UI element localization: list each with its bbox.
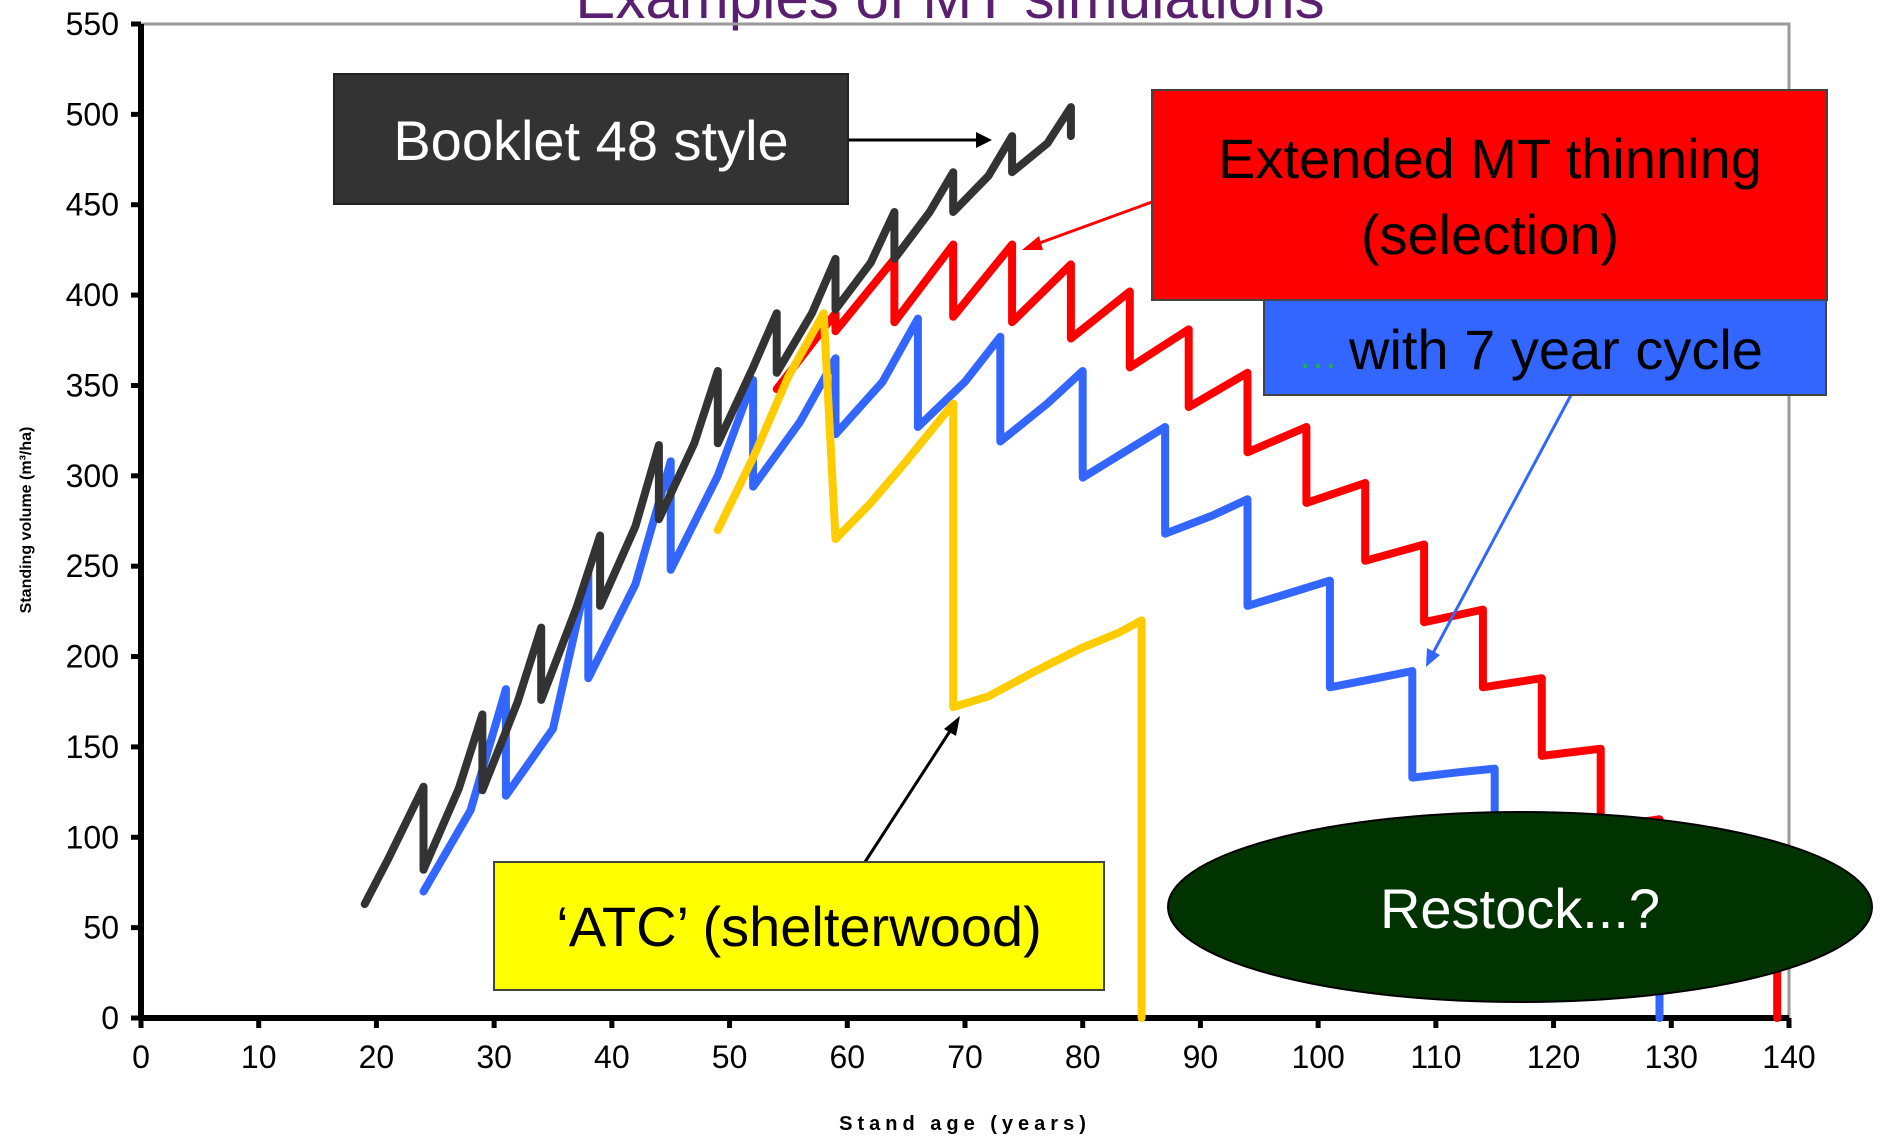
x-tick-label: 100 (1291, 1039, 1344, 1075)
x-tick-label: 20 (359, 1039, 395, 1075)
y-axis-title: Standing volume (m³/ha) (18, 427, 35, 614)
y-tick-label: 250 (66, 548, 119, 584)
series-line-0 (772, 240, 1782, 1022)
axes: 0 10 20 30 40 50 60 70 80 90 100 110 120 130 140 0 50 100… (66, 6, 1816, 1075)
restock-callout: Restock...? (1167, 811, 1873, 1003)
x-axis-title: Stand age (years) (839, 1113, 1091, 1135)
booklet-callout: Booklet 48 style (333, 73, 849, 205)
x-tick-label: 30 (476, 1039, 512, 1075)
y-tick-label: 550 (66, 6, 119, 42)
chart-title: Examples of MT simulations (575, 0, 1324, 31)
x-tick-label: 40 (594, 1039, 630, 1075)
atc-arrow (863, 716, 960, 863)
y-tick-label: 100 (66, 819, 119, 855)
y-tick-label: 200 (66, 639, 119, 675)
y-tick-label: 450 (66, 187, 119, 223)
atc-label: ‘ATC’ (shelterwood) (556, 895, 1041, 958)
series-line-1 (419, 314, 1664, 1022)
extended-arrow (1022, 200, 1153, 250)
atc-callout: ‘ATC’ (shelterwood) (493, 861, 1105, 991)
x-tick-label: 50 (712, 1039, 748, 1075)
series-line-3 (713, 309, 1146, 1022)
annotation-arrows (848, 132, 1573, 863)
series-group (360, 103, 1782, 1022)
extended-label-line2: (selection) (1361, 203, 1619, 266)
series-line-2 (360, 103, 1075, 909)
extended-callout: Extended MT thinning (selection) (1151, 89, 1828, 301)
cycle-prefix: … (1298, 333, 1338, 377)
cycle-arrow (1426, 394, 1573, 667)
x-tick-label: 60 (829, 1039, 865, 1075)
y-tick-label: 300 (66, 458, 119, 494)
y-tick-label: 500 (66, 96, 119, 132)
y-tick-label: 350 (66, 367, 119, 403)
booklet-arrow (848, 132, 992, 148)
x-tick-label: 70 (947, 1039, 983, 1075)
cycle-label: with 7 year cycle (1348, 318, 1763, 381)
y-tick-label: 400 (66, 277, 119, 313)
y-tick-label: 0 (101, 1000, 119, 1036)
x-tick-label: 130 (1645, 1039, 1698, 1075)
y-tick-label: 150 (66, 729, 119, 765)
restock-label: Restock...? (1380, 877, 1660, 940)
x-tick-label: 10 (241, 1039, 277, 1075)
cycle-callout: … with 7 year cycle (1263, 299, 1827, 396)
x-tick-label: 0 (132, 1039, 150, 1075)
x-tick-label: 140 (1762, 1039, 1815, 1075)
y-tick-label: 50 (83, 910, 119, 946)
extended-label-line1: Extended MT thinning (1218, 127, 1762, 190)
x-tick-label: 110 (1410, 1039, 1461, 1075)
x-tick-label: 90 (1183, 1039, 1219, 1075)
x-tick-label: 120 (1527, 1039, 1580, 1075)
x-tick-label: 80 (1065, 1039, 1101, 1075)
booklet-label: Booklet 48 style (393, 109, 788, 172)
